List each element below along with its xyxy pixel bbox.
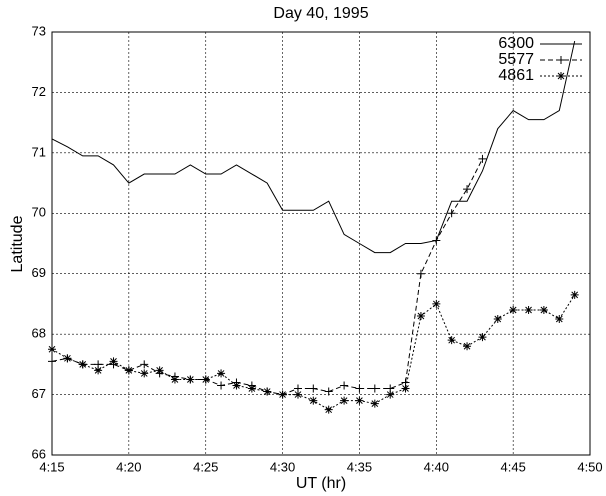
marker [140, 360, 149, 369]
marker [524, 305, 533, 314]
marker [324, 405, 333, 414]
marker [94, 366, 103, 375]
marker [201, 375, 210, 384]
marker [309, 396, 318, 405]
legend-label: 4861 [498, 67, 534, 84]
x-tick-label: 4:30 [270, 459, 295, 474]
marker [478, 154, 487, 163]
marker [309, 384, 318, 393]
marker [557, 56, 565, 64]
marker [48, 345, 56, 354]
chart-title: Day 40, 1995 [273, 5, 368, 22]
marker [447, 336, 456, 345]
marker [416, 312, 425, 321]
y-tick-label: 71 [32, 144, 46, 159]
y-tick-label: 66 [32, 446, 46, 461]
series-line [51, 158, 483, 396]
marker [370, 384, 379, 393]
marker [370, 399, 379, 408]
marker [340, 381, 349, 390]
x-tick-label: 4:50 [577, 459, 602, 474]
y-tick-label: 68 [32, 326, 46, 341]
marker [340, 396, 349, 405]
marker [557, 72, 565, 80]
x-tick-label: 4:45 [501, 459, 526, 474]
x-tick-label: 4:40 [424, 459, 449, 474]
marker [263, 387, 272, 396]
marker [447, 209, 456, 218]
marker [278, 390, 287, 399]
marker [232, 381, 241, 390]
marker [170, 375, 179, 384]
marker [48, 357, 56, 366]
marker [217, 369, 226, 378]
marker [247, 384, 256, 393]
plot-frame [51, 31, 591, 456]
y-tick-label: 72 [32, 84, 46, 99]
marker [555, 315, 564, 324]
marker [186, 375, 195, 384]
marker [140, 369, 149, 378]
marker [155, 366, 164, 375]
marker [463, 342, 472, 351]
marker [401, 384, 410, 393]
marker [355, 396, 364, 405]
marker [293, 390, 302, 399]
marker [493, 315, 502, 324]
y-tick-label: 67 [32, 386, 46, 401]
marker [324, 387, 333, 396]
legend-label: 5577 [498, 51, 534, 68]
marker [509, 305, 518, 314]
marker [570, 290, 579, 299]
marker [217, 381, 226, 390]
legend-label: 6300 [498, 35, 534, 52]
marker [109, 357, 118, 366]
x-tick-label: 4:20 [116, 459, 141, 474]
marker [386, 390, 395, 399]
marker [539, 305, 548, 314]
series-line [51, 40, 576, 254]
marker [124, 366, 133, 375]
marker [355, 384, 364, 393]
marker [432, 236, 441, 245]
y-tick-label: 73 [32, 23, 46, 38]
marker [63, 354, 72, 363]
x-tick-label: 4:25 [193, 459, 218, 474]
y-tick-label: 70 [32, 205, 46, 220]
x-tick-label: 4:35 [347, 459, 372, 474]
marker [478, 333, 487, 342]
marker [78, 360, 87, 369]
y-axis-label: Latitude [9, 215, 26, 272]
x-tick-label: 4:15 [39, 459, 64, 474]
x-axis-label: UT (hr) [296, 475, 346, 492]
marker [432, 299, 441, 308]
marker [416, 269, 425, 278]
marker [463, 185, 472, 194]
y-tick-label: 69 [32, 265, 46, 280]
